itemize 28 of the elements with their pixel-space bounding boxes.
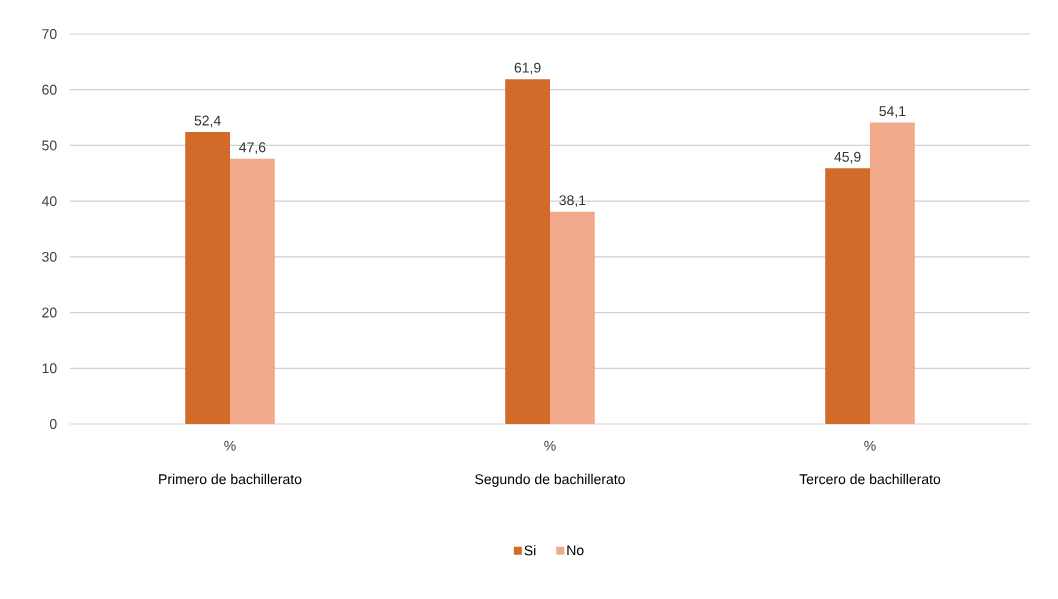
x-tick-label: Primero de bachillerato (159, 473, 302, 485)
text: % (224, 440, 236, 451)
x-tick-label: Segundo de bachillerato (475, 473, 625, 487)
data-label: 52,4 (194, 115, 221, 128)
data-label: 54,1 (879, 106, 906, 118)
y-tick-label: 30 (42, 251, 57, 262)
bar (825, 168, 870, 424)
text: % (864, 440, 876, 451)
legend-label: Si (524, 545, 536, 556)
bar (185, 132, 231, 424)
data-label: 38,1 (559, 195, 586, 207)
data-label: 61,9 (514, 62, 541, 75)
y-tick-label: 70 (42, 29, 57, 39)
x-tick-label: Tercero de bachillerato (799, 473, 941, 485)
y-tick-label: 50 (42, 140, 57, 151)
y-tick-label: 20 (42, 307, 57, 318)
bar (230, 158, 275, 424)
bar (550, 211, 595, 424)
bar (505, 79, 551, 424)
text: % (544, 440, 556, 451)
y-tick-label: 60 (42, 84, 57, 95)
data-label: 45,9 (834, 151, 861, 164)
data-label: 47,6 (239, 142, 266, 154)
legend-label: No (567, 545, 584, 556)
bar (870, 122, 915, 424)
y-tick-label: 40 (41, 196, 57, 207)
y-tick-label: 0 (49, 419, 57, 429)
y-tick-label: 10 (42, 363, 57, 374)
